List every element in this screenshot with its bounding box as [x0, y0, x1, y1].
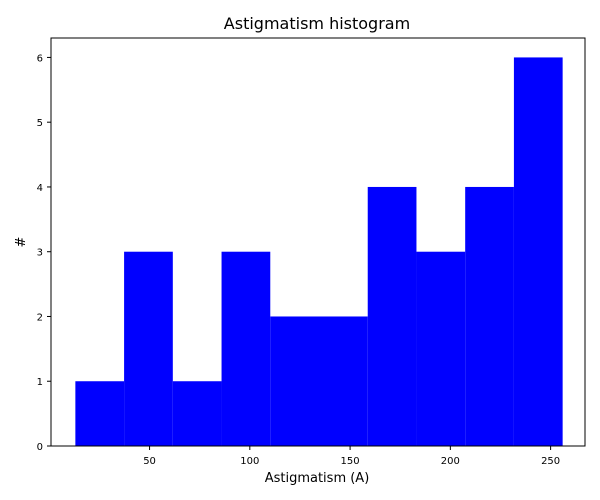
histogram-bar: [124, 251, 173, 446]
x-tick-label: 100: [240, 456, 259, 467]
y-tick-label: 3: [37, 248, 43, 259]
histogram-bar: [416, 251, 466, 446]
histogram-bar: [221, 251, 271, 446]
chart-title: Astigmatism histogram: [224, 14, 410, 33]
y-axis-label: #: [14, 237, 29, 248]
y-tick-label: 2: [37, 312, 43, 323]
x-axis-label: Astigmatism (A): [265, 471, 370, 486]
y-tick-label: 4: [37, 183, 43, 194]
y-tick-label: 0: [37, 442, 43, 453]
plot-frame: [50, 37, 586, 447]
histogram-bar: [465, 186, 514, 446]
x-tick-label: 200: [441, 456, 460, 467]
histogram-bar: [367, 186, 417, 446]
x-axis-ticks: 50 100 150 200 250: [143, 446, 560, 467]
y-axis-ticks: 0 1 2 3 4 5 6: [37, 53, 51, 453]
histogram-bar: [75, 381, 125, 446]
histogram-bar: [270, 316, 320, 446]
x-tick-label: 150: [341, 456, 360, 467]
histogram-bar: [513, 57, 563, 447]
histogram-bar: [319, 316, 368, 446]
x-tick-label: 250: [541, 456, 560, 467]
bars-group: [75, 57, 563, 447]
histogram-bar: [172, 381, 222, 446]
y-tick-label: 6: [37, 53, 43, 64]
y-tick-label: 1: [37, 377, 43, 388]
y-tick-label: 5: [37, 118, 43, 129]
x-tick-label: 50: [143, 456, 156, 467]
